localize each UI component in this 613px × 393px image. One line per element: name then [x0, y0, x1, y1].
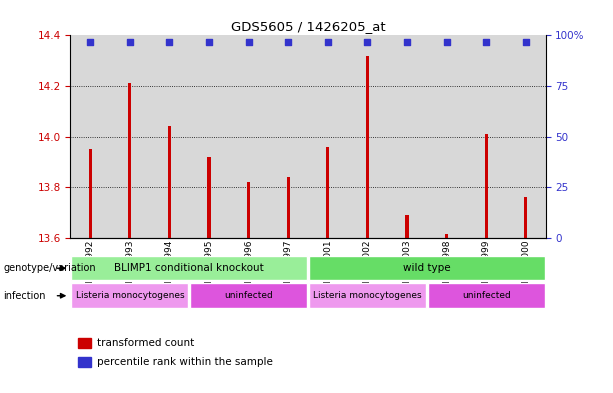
Bar: [387, 35, 427, 238]
Text: wild type: wild type: [403, 263, 451, 273]
Text: genotype/variation: genotype/variation: [3, 263, 96, 273]
Point: [283, 39, 293, 45]
Point: [362, 39, 372, 45]
Bar: [110, 35, 150, 238]
Bar: [78, 338, 91, 348]
Text: BLIMP1 conditional knockout: BLIMP1 conditional knockout: [115, 263, 264, 273]
Bar: [229, 35, 268, 238]
Point: [244, 39, 254, 45]
Bar: [89, 149, 92, 238]
Bar: [506, 35, 546, 238]
Bar: [247, 182, 250, 238]
Bar: [189, 35, 229, 238]
Bar: [427, 35, 466, 238]
Bar: [485, 134, 488, 238]
Bar: [207, 157, 211, 238]
Bar: [445, 234, 448, 238]
Text: Listeria monocytogenes: Listeria monocytogenes: [313, 291, 422, 300]
Bar: [168, 127, 171, 238]
Bar: [428, 283, 545, 308]
Text: transformed count: transformed count: [97, 338, 194, 348]
Point: [402, 39, 412, 45]
Point: [204, 39, 214, 45]
Bar: [70, 35, 110, 238]
Bar: [366, 56, 369, 238]
Text: uninfected: uninfected: [224, 291, 273, 300]
Bar: [309, 256, 545, 281]
Bar: [71, 256, 307, 281]
Point: [323, 39, 333, 45]
Bar: [128, 83, 131, 238]
Bar: [150, 35, 189, 238]
Point: [521, 39, 531, 45]
Bar: [287, 177, 290, 238]
Text: Listeria monocytogenes: Listeria monocytogenes: [75, 291, 184, 300]
Text: uninfected: uninfected: [462, 291, 511, 300]
Bar: [71, 283, 188, 308]
Point: [125, 39, 135, 45]
Bar: [326, 147, 329, 238]
Text: infection: infection: [3, 290, 45, 301]
Bar: [524, 197, 527, 238]
Bar: [405, 215, 409, 238]
Point: [442, 39, 452, 45]
Text: percentile rank within the sample: percentile rank within the sample: [97, 357, 273, 367]
Bar: [309, 283, 426, 308]
Title: GDS5605 / 1426205_at: GDS5605 / 1426205_at: [230, 20, 386, 33]
Bar: [308, 35, 348, 238]
Bar: [268, 35, 308, 238]
Bar: [466, 35, 506, 238]
Bar: [190, 283, 307, 308]
Point: [85, 39, 95, 45]
Bar: [78, 357, 91, 367]
Point: [164, 39, 174, 45]
Bar: [348, 35, 387, 238]
Point: [481, 39, 491, 45]
